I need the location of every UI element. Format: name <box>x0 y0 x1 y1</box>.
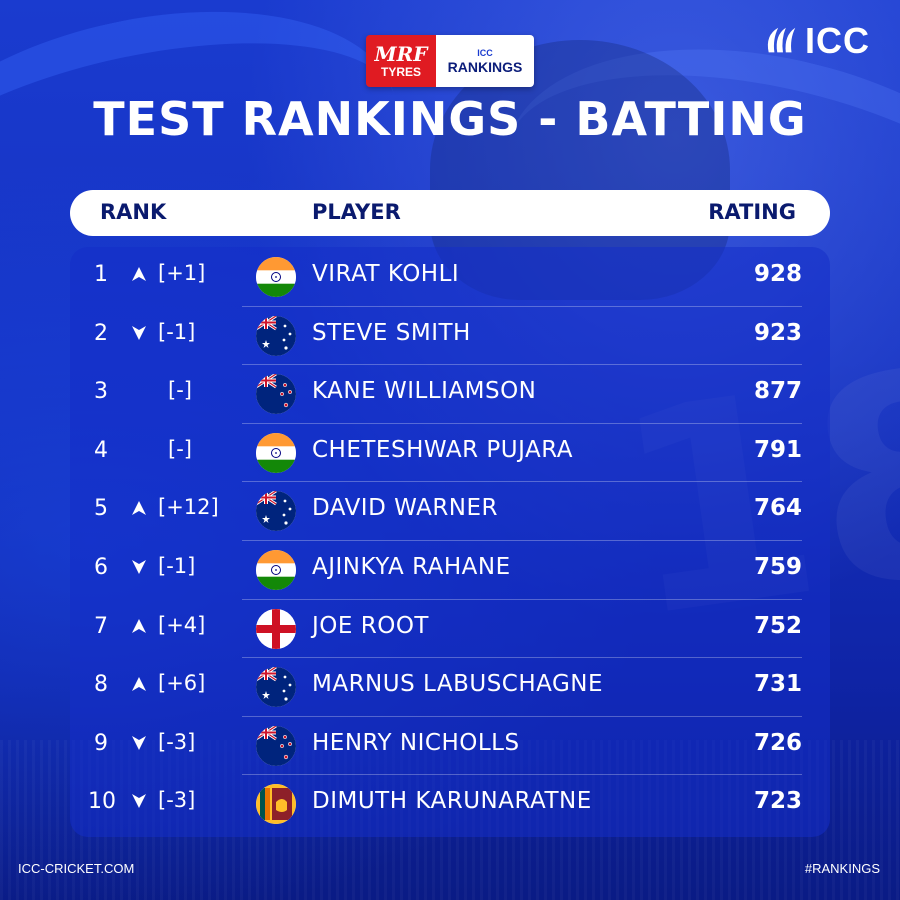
england-flag-icon <box>256 608 296 649</box>
rank-change: [+4] <box>158 612 206 637</box>
hashtag: #RANKINGS <box>804 861 880 876</box>
player-rating: 923 <box>753 319 802 346</box>
tyres-text: TYRES <box>380 65 421 79</box>
player-rating: 877 <box>753 378 802 405</box>
arrow-up-icon <box>130 675 148 693</box>
player-name: CHETESHWAR PUJARA <box>312 436 573 463</box>
table-row: 1 [+1] VIRAT KOHLI 928 <box>70 248 830 307</box>
icc-stripes-icon <box>767 27 796 53</box>
table-row: 2 [-1] STEVE SMITH 923 <box>70 307 830 366</box>
row-divider <box>242 715 802 717</box>
player-rating: 752 <box>753 612 802 639</box>
player-rating: 928 <box>753 261 802 287</box>
rank-number: 7 <box>94 613 108 639</box>
table-row: 5 [+12] DAVID WARNER 764 <box>70 482 830 541</box>
player-rating: 759 <box>753 554 802 580</box>
table-row: 4 [-] CHETESHWAR PUJARA 791 <box>70 424 830 483</box>
rankings-table: 1 [+1] VIRAT KOHLI 928 2 [-1] STEVE SMITH 923 3 [… <box>70 247 830 837</box>
row-divider <box>242 657 802 659</box>
table-row: 6 [-1] AJINKYA RAHANE 759 <box>70 541 830 600</box>
arrow-up-icon <box>130 617 148 635</box>
website-url: ICC-CRICKET.COM <box>18 861 135 876</box>
rank-change: [-] <box>168 436 192 461</box>
arrow-down-icon <box>130 558 148 576</box>
rank-change: [-] <box>168 378 192 403</box>
arrow-down-icon <box>130 324 148 342</box>
table-row: 7 [+4] JOE ROOT 752 <box>70 600 830 659</box>
icc-small-text: ICC <box>477 47 493 58</box>
row-divider <box>242 305 802 307</box>
rank-change: [-1] <box>158 319 196 344</box>
column-header-rank: RANK <box>100 200 167 224</box>
player-rating: 764 <box>753 495 802 522</box>
player-name: VIRAT KOHLI <box>312 261 460 287</box>
rankings-text: RANKINGS <box>447 58 523 75</box>
rank-number: 6 <box>94 555 108 580</box>
arrow-down-icon <box>130 792 148 810</box>
row-divider <box>242 598 802 600</box>
row-divider <box>242 422 802 424</box>
australia-flag-icon <box>256 491 296 532</box>
new-zealand-flag-icon <box>256 374 296 415</box>
icc-logo: ICC <box>763 20 870 62</box>
table-row: 10 [-3] DIMUTH KARUNARATNE 723 <box>70 775 830 834</box>
mrf-logo-text: MRF <box>374 42 428 66</box>
player-name: DAVID WARNER <box>312 495 499 522</box>
rank-number: 8 <box>94 672 108 698</box>
player-rating: 791 <box>753 436 802 463</box>
table-row: 9 [-3] HENRY NICHOLLS 726 <box>70 717 830 776</box>
rank-change: [+6] <box>158 671 206 696</box>
rank-number: 9 <box>94 730 108 756</box>
india-flag-icon <box>256 432 296 473</box>
player-name: STEVE SMITH <box>312 319 471 346</box>
table-header: RANK PLAYER RATING <box>70 190 830 236</box>
mrf-icc-rankings-badge: MRF TYRES ICC RANKINGS <box>366 35 534 87</box>
row-divider <box>242 364 802 366</box>
table-row: 8 [+6] MARNUS LABUSCHAGNE 731 <box>70 658 830 717</box>
rank-change: [+12] <box>158 495 219 520</box>
row-divider <box>242 481 802 483</box>
column-header-player: PLAYER <box>312 200 401 224</box>
table-row: 3 [-] KANE WILLIAMSON 877 <box>70 365 830 424</box>
player-name: JOE ROOT <box>312 612 429 639</box>
new-zealand-flag-icon <box>256 725 296 766</box>
icc-rankings-logo: ICC RANKINGS <box>436 35 534 87</box>
player-name: AJINKYA RAHANE <box>312 554 511 580</box>
player-rating: 731 <box>753 671 802 698</box>
rank-change: [+1] <box>158 261 206 285</box>
row-divider <box>242 539 802 541</box>
arrow-up-icon <box>130 499 148 517</box>
player-rating: 723 <box>753 788 802 815</box>
player-name: KANE WILLIAMSON <box>312 378 537 405</box>
rank-number: 2 <box>94 320 108 346</box>
player-rating: 726 <box>753 729 802 756</box>
arrow-down-icon <box>130 734 148 752</box>
player-name: HENRY NICHOLLS <box>312 729 520 756</box>
column-header-rating: RATING <box>708 200 796 224</box>
rank-number: 3 <box>94 379 108 405</box>
india-flag-icon <box>256 257 296 297</box>
india-flag-icon <box>256 550 296 590</box>
rank-number: 10 <box>88 789 116 815</box>
arrow-up-icon <box>130 265 148 283</box>
player-name: DIMUTH KARUNARATNE <box>312 788 592 815</box>
mrf-logo: MRF TYRES <box>366 35 436 87</box>
rank-change: [-1] <box>158 554 196 578</box>
australia-flag-icon <box>256 667 296 708</box>
row-divider <box>242 774 802 776</box>
rank-number: 4 <box>94 437 108 463</box>
sri-lanka-flag-icon <box>256 784 296 825</box>
rank-number: 1 <box>94 262 108 287</box>
rank-change: [-3] <box>158 788 196 813</box>
icc-logo-text: ICC <box>805 20 870 61</box>
rank-number: 5 <box>94 496 108 522</box>
player-name: MARNUS LABUSCHAGNE <box>312 671 604 698</box>
page-title: TEST RANKINGS - BATTING <box>93 92 807 146</box>
rank-change: [-3] <box>158 729 196 754</box>
australia-flag-icon <box>256 315 296 356</box>
